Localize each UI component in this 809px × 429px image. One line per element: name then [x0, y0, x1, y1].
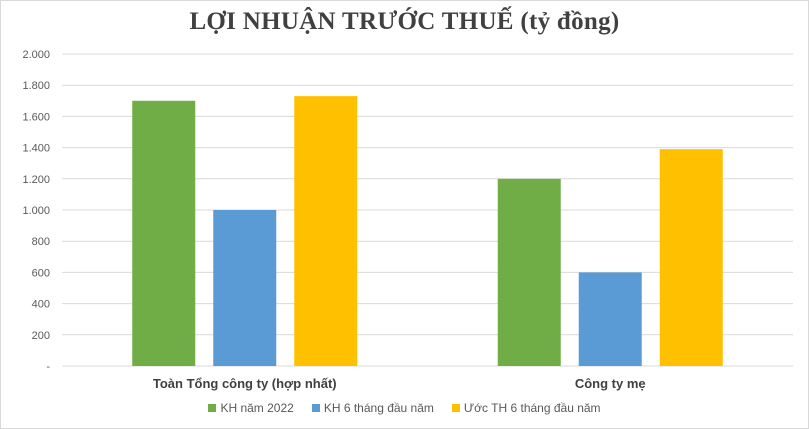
chart-legend: KH năm 2022 KH 6 tháng đầu năm Ước TH 6 th… — [0, 401, 809, 415]
chart-title: LỢI NHUẬN TRƯỚC THUẾ (tỷ đồng) — [189, 8, 620, 35]
bar — [294, 96, 358, 367]
y-tick-label: 2.000 — [22, 49, 50, 61]
y-tick-label: 400 — [32, 299, 50, 311]
legend-label: Ước TH 6 tháng đầu năm — [463, 401, 601, 415]
y-tick-label: 1.000 — [22, 205, 50, 217]
bar — [497, 178, 561, 366]
y-tick-label: - — [46, 361, 50, 373]
y-tick-label: 800 — [32, 236, 50, 248]
legend-label: KH 6 tháng đầu năm — [323, 401, 434, 415]
y-tick-label: 600 — [32, 267, 50, 279]
x-category-label: Công ty mẹ — [575, 376, 646, 391]
bar — [578, 272, 642, 366]
bar — [213, 210, 277, 366]
bar — [659, 149, 723, 366]
legend-item: KH năm 2022 — [208, 401, 294, 415]
legend-label: KH năm 2022 — [220, 401, 294, 415]
legend-item: KH 6 tháng đầu năm — [311, 401, 434, 415]
y-tick-label: 1.800 — [22, 80, 50, 92]
y-tick-label: 200 — [32, 330, 50, 342]
legend-swatch — [208, 404, 217, 412]
bar — [132, 100, 196, 367]
legend-swatch — [451, 404, 460, 412]
legend-swatch — [311, 404, 320, 412]
x-category-label: Toàn Tổng công ty (hợp nhất) — [153, 376, 337, 391]
y-tick-label: 1.200 — [22, 174, 50, 186]
legend-item: Ước TH 6 tháng đầu năm — [451, 401, 601, 415]
y-tick-label: 1.600 — [22, 111, 50, 123]
y-tick-label: 1.400 — [22, 143, 50, 155]
